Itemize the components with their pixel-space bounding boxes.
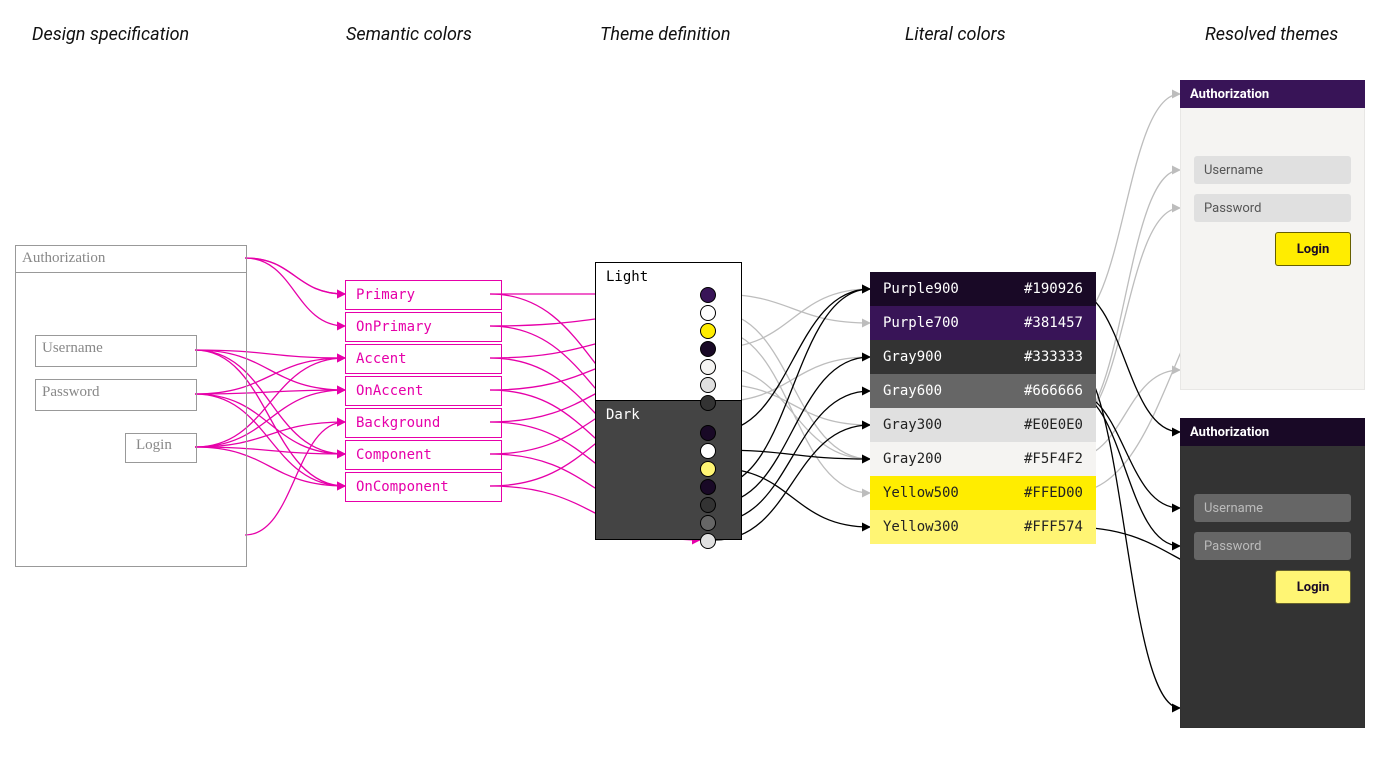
wireframe-field: Username (35, 335, 197, 367)
light-swatch-2 (700, 323, 716, 339)
literal-gray200: Gray200#F5F4F2 (870, 442, 1096, 476)
light-swatch-3 (700, 341, 716, 357)
resolved-login-dark: Login (1275, 570, 1351, 604)
light-swatch-4 (700, 359, 716, 375)
semantic-background: Background (345, 408, 502, 438)
dark-swatch-4 (700, 497, 716, 513)
literal-gray600: Gray600#666666 (870, 374, 1096, 408)
light-swatch-1 (700, 305, 716, 321)
resolved-field-username-dark: Username (1194, 494, 1351, 522)
theme-label-light: Light (606, 269, 648, 285)
dark-swatch-5 (700, 515, 716, 531)
dark-swatch-1 (700, 443, 716, 459)
resolved-field-password-light: Password (1194, 194, 1351, 222)
resolved-bar-light: Authorization (1180, 80, 1365, 108)
semantic-component: Component (345, 440, 502, 470)
theme-panel-dark: Dark (595, 400, 742, 540)
dark-swatch-2 (700, 461, 716, 477)
dark-swatch-3 (700, 479, 716, 495)
heading-literal: Literal colors (905, 24, 1006, 45)
wireframe-title: Authorization (22, 250, 105, 267)
literal-gray900: Gray900#333333 (870, 340, 1096, 374)
literal-yellow500: Yellow500#FFED00 (870, 476, 1096, 510)
theme-label-dark: Dark (606, 407, 640, 423)
dark-swatch-6 (700, 533, 716, 549)
light-swatch-0 (700, 287, 716, 303)
semantic-accent: Accent (345, 344, 502, 374)
resolved-login-light: Login (1275, 232, 1351, 266)
wireframe-field: Password (35, 379, 197, 411)
literal-purple900: Purple900#190926 (870, 272, 1096, 306)
semantic-onprimary: OnPrimary (345, 312, 502, 342)
literal-gray300: Gray300#E0E0E0 (870, 408, 1096, 442)
theme-panel-light: Light (595, 262, 742, 402)
resolved-field-password-dark: Password (1194, 532, 1351, 560)
semantic-oncomponent: OnComponent (345, 472, 502, 502)
literal-yellow300: Yellow300#FFF574 (870, 510, 1096, 544)
semantic-primary: Primary (345, 280, 502, 310)
heading-resolved: Resolved themes (1205, 24, 1338, 45)
resolved-card-dark: Authorization Username Password Login (1180, 418, 1365, 728)
semantic-onaccent: OnAccent (345, 376, 502, 406)
resolved-card-light: Authorization Username Password Login (1180, 80, 1365, 390)
heading-design: Design specification (32, 24, 189, 45)
heading-theme: Theme definition (600, 24, 731, 45)
resolved-field-username-light: Username (1194, 156, 1351, 184)
light-swatch-5 (700, 377, 716, 393)
heading-semantic: Semantic colors (346, 24, 472, 45)
literal-purple700: Purple700#381457 (870, 306, 1096, 340)
wireframe-button: Login (125, 433, 197, 463)
resolved-bar-dark: Authorization (1180, 418, 1365, 446)
light-swatch-6 (700, 395, 716, 411)
dark-swatch-0 (700, 425, 716, 441)
